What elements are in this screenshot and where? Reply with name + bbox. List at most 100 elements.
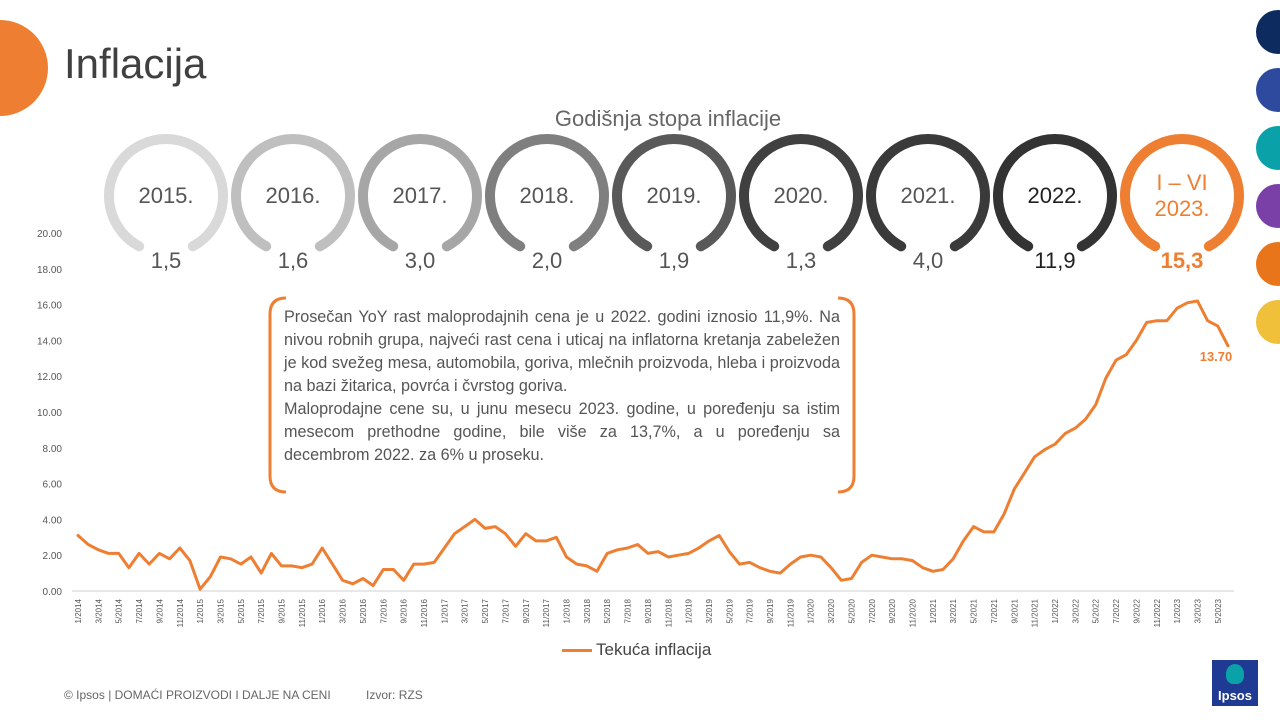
- rate-ring: [1120, 134, 1244, 252]
- x-tick-label: 9/2018: [644, 598, 653, 623]
- rate-value-label: 1,5: [151, 248, 182, 273]
- y-tick-label: 4.00: [43, 515, 63, 526]
- x-tick-label: 7/2018: [624, 598, 633, 623]
- x-tick-label: 3/2014: [94, 598, 103, 623]
- rate-year-label: 2015.: [138, 183, 193, 208]
- annual-rate-4: 2019. 1,9: [612, 134, 736, 273]
- x-tick-label: 3/2016: [339, 598, 348, 623]
- note-text: Prosečan YoY rast maloprodajnih cena je …: [284, 306, 840, 467]
- x-tick-label: 3/2018: [583, 598, 592, 623]
- x-tick-label: 5/2019: [725, 598, 734, 623]
- y-tick-label: 2.00: [43, 551, 63, 562]
- x-tick-label: 7/2020: [868, 598, 877, 623]
- x-tick-label: 1/2022: [1051, 598, 1060, 623]
- y-tick-label: 10.00: [37, 408, 62, 419]
- footer-copyright: © Ipsos | DOMAĆI PROIZVODI I DALJE NA CE…: [64, 688, 331, 702]
- theme-dots: [1256, 10, 1280, 358]
- x-tick-label: 3/2019: [705, 598, 714, 623]
- x-tick-label: 7/2021: [990, 598, 999, 623]
- rate-value-label: 1,3: [786, 248, 817, 273]
- rate-year-label: 2019.: [646, 183, 701, 208]
- x-tick-label: 9/2021: [1010, 598, 1019, 623]
- x-tick-label: 5/2015: [237, 598, 246, 623]
- rate-ring: [993, 134, 1117, 252]
- x-tick-label: 9/2022: [1132, 598, 1141, 623]
- series-line-tekuca-inflacija: [76, 299, 1230, 591]
- x-tick-label: 9/2019: [766, 598, 775, 623]
- rate-value-label: 1,9: [659, 248, 690, 273]
- ipsos-logo-text: Ipsos: [1218, 688, 1252, 703]
- x-tick-label: 7/2016: [379, 598, 388, 623]
- x-tick-label: 3/2022: [1071, 598, 1080, 623]
- x-tick-label: 11/2021: [1031, 598, 1040, 627]
- annual-rate-2: 2017. 3,0: [358, 134, 482, 273]
- annual-rate-0: 2015. 1,5: [104, 134, 228, 273]
- footer-source: Izvor: RZS: [366, 688, 423, 702]
- rate-value-label: 2,0: [532, 248, 563, 273]
- x-tick-label: 1/2019: [685, 598, 694, 623]
- rate-value-label: 3,0: [405, 248, 436, 273]
- x-tick-label: 5/2022: [1092, 598, 1101, 623]
- rate-year-label: I – VI: [1156, 170, 1207, 195]
- rate-year-label: 2021.: [900, 183, 955, 208]
- rate-value-label: 4,0: [913, 248, 944, 273]
- y-tick-label: 18.00: [37, 265, 62, 276]
- legend-label: Tekuća inflacija: [596, 640, 712, 659]
- footer: © Ipsos | DOMAĆI PROIZVODI I DALJE NA CE…: [64, 688, 423, 702]
- rate-year-label: 2020.: [773, 183, 828, 208]
- y-tick-label: 8.00: [43, 444, 63, 455]
- x-tick-label: 11/2020: [909, 598, 918, 627]
- annual-rates-title: Godišnja stopa inflacije: [554, 106, 782, 131]
- x-tick-label: 1/2015: [196, 598, 205, 623]
- ipsos-logo: Ipsos: [1212, 660, 1258, 706]
- x-tick-label: 7/2019: [746, 598, 755, 623]
- x-tick-label: 5/2020: [847, 598, 856, 623]
- x-tick-label: 11/2018: [664, 598, 673, 627]
- x-tick-label: 3/2017: [461, 598, 470, 623]
- x-tick-label: 5/2021: [970, 598, 979, 623]
- end-data-label: 13.70: [1200, 349, 1233, 364]
- rate-ring: [485, 134, 609, 252]
- chart-legend: Tekuća inflacija: [562, 640, 711, 660]
- x-tick-label: 11/2015: [298, 598, 307, 627]
- legend-swatch: [562, 648, 592, 652]
- x-tick-label: 9/2017: [522, 598, 531, 623]
- x-tick-label: 9/2015: [278, 598, 287, 623]
- note-bracket-right: [837, 296, 856, 494]
- rate-year-label: 2017.: [392, 183, 447, 208]
- x-tick-label: 1/2020: [807, 598, 816, 623]
- x-tick-label: 5/2023: [1214, 598, 1223, 623]
- rate-value-label: 1,6: [278, 248, 309, 273]
- x-tick-label: 5/2017: [481, 598, 490, 623]
- annual-rate-5: 2020. 1,3: [739, 134, 863, 273]
- y-tick-label: 6.00: [43, 480, 63, 491]
- x-tick-label: 11/2016: [420, 598, 429, 627]
- x-tick-label: 7/2017: [501, 598, 510, 623]
- x-tick-label: 3/2020: [827, 598, 836, 623]
- x-tick-label: 5/2018: [603, 598, 612, 623]
- x-tick-label: 7/2015: [257, 598, 266, 623]
- rate-year-label: 2016.: [265, 183, 320, 208]
- rate-ring: [739, 134, 863, 252]
- note-paragraph-2: Maloprodajne cene su, u junu mesecu 2023…: [284, 400, 840, 464]
- x-tick-label: 3/2021: [949, 598, 958, 623]
- rate-ring: [231, 134, 355, 252]
- annual-rate-1: 2016. 1,6: [231, 134, 355, 273]
- x-tick-label: 1/2014: [74, 598, 83, 623]
- x-tick-label: 1/2016: [318, 598, 327, 623]
- x-tick-label: 11/2022: [1153, 598, 1162, 627]
- rate-year-label: 2023.: [1154, 196, 1209, 221]
- y-tick-label: 0.00: [43, 587, 63, 598]
- y-tick-label: 14.00: [37, 336, 62, 347]
- x-tick-label: 9/2014: [155, 598, 164, 623]
- annual-rate-7: 2022. 11,9: [993, 134, 1117, 273]
- x-tick-label: 5/2016: [359, 598, 368, 623]
- ipsos-logo-mark: [1226, 664, 1244, 684]
- x-tick-label: 1/2023: [1173, 598, 1182, 623]
- rate-value-label: 11,9: [1034, 248, 1075, 273]
- x-tick-label: 11/2017: [542, 598, 551, 627]
- x-tick-label: 9/2016: [400, 598, 409, 623]
- x-tick-label: 1/2018: [562, 598, 571, 623]
